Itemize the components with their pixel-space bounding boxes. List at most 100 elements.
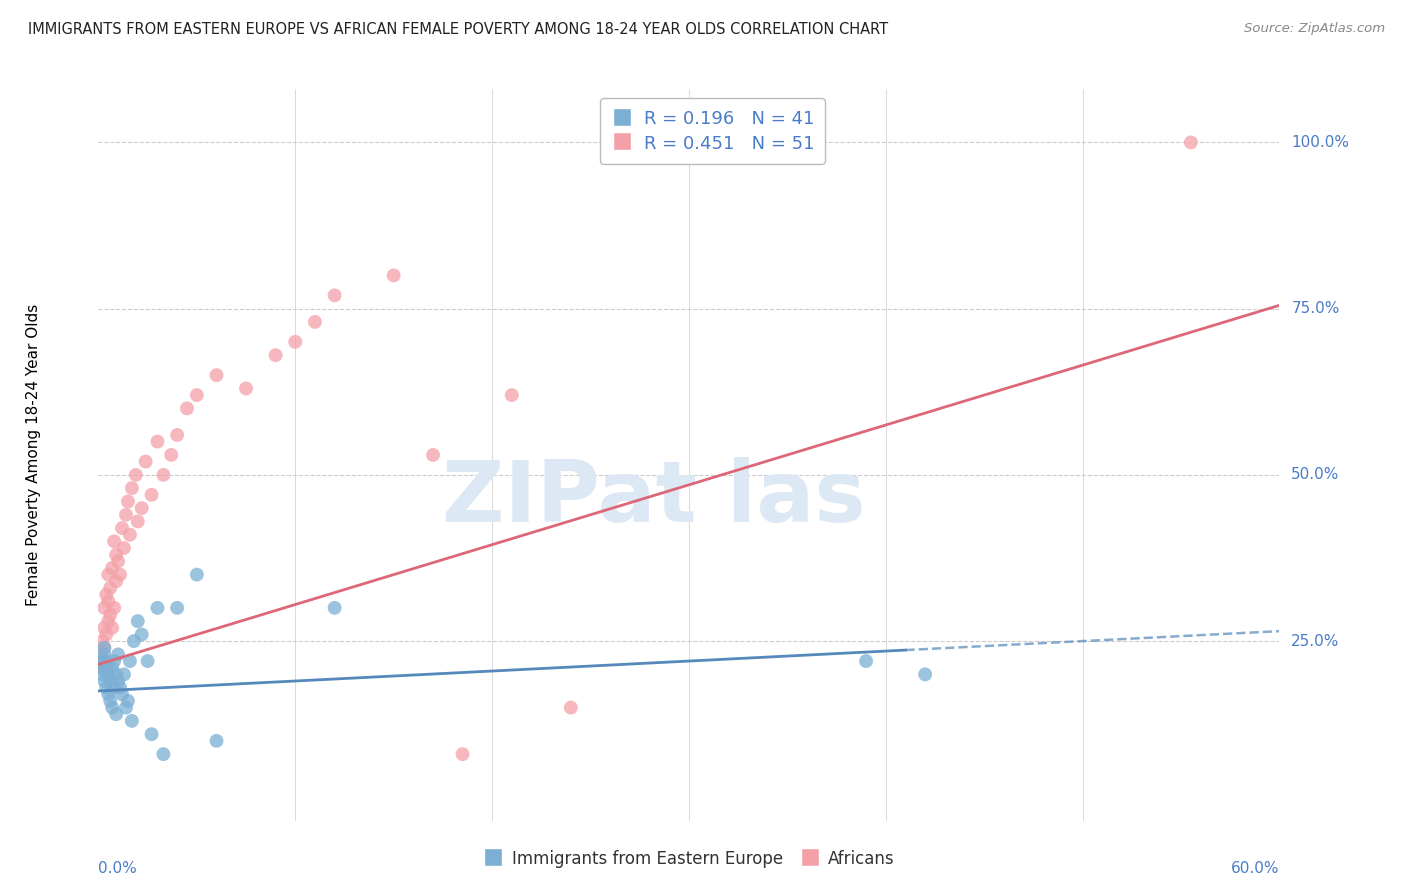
Point: [146, 434, 169, 449]
Point: [98, 581, 121, 595]
Point: [103, 534, 125, 549]
Point: [89, 648, 111, 662]
Point: [101, 561, 124, 575]
Point: [152, 747, 174, 761]
Text: Source: ZipAtlas.com: Source: ZipAtlas.com: [1244, 22, 1385, 36]
Point: [284, 334, 307, 349]
Point: [131, 627, 153, 641]
Legend: Immigrants from Eastern Europe, Africans: Immigrants from Eastern Europe, Africans: [477, 843, 901, 874]
Point: [118, 654, 141, 668]
Point: [115, 508, 138, 522]
Point: [117, 494, 139, 508]
Point: [501, 388, 523, 402]
Point: [93, 621, 115, 635]
Point: [205, 734, 228, 748]
Point: [91, 654, 114, 668]
Point: [121, 481, 143, 495]
Point: [118, 527, 141, 541]
Point: [141, 727, 163, 741]
Point: [107, 673, 129, 688]
Point: [112, 667, 135, 681]
Text: 50.0%: 50.0%: [1291, 467, 1340, 483]
Point: [914, 667, 936, 681]
Point: [176, 401, 198, 416]
Point: [166, 600, 188, 615]
Point: [91, 654, 114, 668]
Point: [96, 627, 118, 641]
Point: [89, 661, 111, 675]
Point: [136, 654, 159, 668]
Point: [103, 654, 125, 668]
Point: [96, 588, 118, 602]
Point: [96, 654, 118, 668]
Point: [451, 747, 474, 761]
Point: [108, 567, 131, 582]
Point: [186, 388, 208, 402]
Point: [422, 448, 444, 462]
Point: [127, 614, 149, 628]
Text: 75.0%: 75.0%: [1291, 301, 1340, 316]
Point: [323, 288, 346, 302]
Point: [93, 600, 115, 615]
Point: [107, 554, 129, 568]
Point: [98, 673, 121, 688]
Text: IMMIGRANTS FROM EASTERN EUROPE VS AFRICAN FEMALE POVERTY AMONG 18-24 YEAR OLDS C: IMMIGRANTS FROM EASTERN EUROPE VS AFRICA…: [28, 22, 889, 37]
Point: [1180, 136, 1202, 150]
Text: ZIPat las: ZIPat las: [441, 458, 865, 541]
Point: [89, 661, 111, 675]
Point: [235, 381, 257, 395]
Point: [125, 467, 148, 482]
Point: [101, 700, 124, 714]
Point: [98, 694, 121, 708]
Point: [121, 714, 143, 728]
Point: [152, 467, 174, 482]
Point: [560, 700, 582, 714]
Point: [103, 600, 125, 615]
Point: [96, 681, 118, 695]
Point: [105, 574, 128, 589]
Point: [98, 607, 121, 622]
Text: 0.0%: 0.0%: [98, 861, 138, 876]
Point: [97, 567, 120, 582]
Point: [264, 348, 287, 362]
Point: [107, 648, 129, 662]
Text: 25.0%: 25.0%: [1291, 633, 1340, 648]
Point: [111, 521, 134, 535]
Point: [160, 448, 183, 462]
Point: [186, 567, 208, 582]
Point: [105, 548, 128, 562]
Point: [323, 600, 346, 615]
Point: [97, 687, 120, 701]
Point: [111, 687, 134, 701]
Point: [105, 707, 128, 722]
Point: [93, 640, 115, 655]
Point: [108, 681, 131, 695]
Point: [131, 501, 153, 516]
Point: [97, 667, 120, 681]
Point: [166, 428, 188, 442]
Text: Female Poverty Among 18-24 Year Olds: Female Poverty Among 18-24 Year Olds: [25, 304, 41, 606]
Point: [117, 694, 139, 708]
Point: [127, 515, 149, 529]
Text: 100.0%: 100.0%: [1291, 135, 1350, 150]
Point: [101, 661, 124, 675]
Point: [91, 634, 114, 648]
Point: [115, 700, 138, 714]
Text: 60.0%: 60.0%: [1232, 861, 1279, 876]
Point: [105, 667, 128, 681]
Point: [112, 541, 135, 555]
Point: [93, 640, 115, 655]
Point: [122, 634, 145, 648]
Point: [93, 673, 115, 688]
Point: [91, 667, 114, 681]
Point: [97, 594, 120, 608]
Point: [96, 661, 118, 675]
Point: [103, 681, 125, 695]
Point: [855, 654, 877, 668]
Point: [101, 621, 124, 635]
Point: [146, 600, 169, 615]
Point: [135, 454, 157, 468]
Point: [97, 614, 120, 628]
Point: [141, 488, 163, 502]
Point: [205, 368, 228, 383]
